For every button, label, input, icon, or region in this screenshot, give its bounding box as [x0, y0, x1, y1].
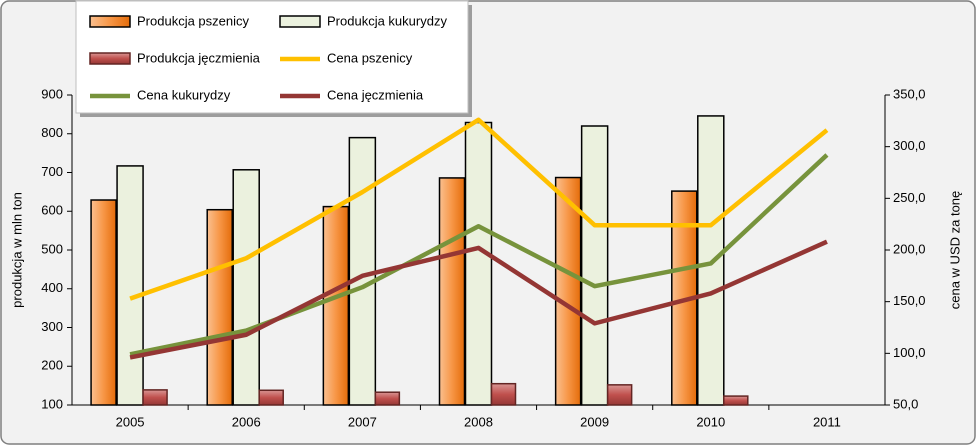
- bar: [206, 208, 233, 406]
- bar: [258, 389, 284, 406]
- bar: [322, 205, 350, 406]
- y2-tick-label: 300,0: [893, 138, 926, 153]
- y-tick-label: 400: [41, 280, 63, 295]
- y2-axis-label: cena w USD za tonę: [947, 191, 962, 310]
- legend: Produkcja pszenicy Produkcja kukurydzy Pro…: [75, 0, 472, 117]
- legend-swatch: [279, 15, 321, 28]
- y-tick-label: 900: [41, 86, 63, 101]
- y-tick-label: 800: [41, 125, 63, 140]
- y-tick-label: 600: [41, 203, 63, 218]
- x-tick-label: 2007: [348, 414, 377, 429]
- x-tick-label: 2011: [813, 414, 841, 429]
- y-axis-label: produkcja w mln ton: [9, 192, 24, 308]
- x-tick-label: 2006: [232, 414, 261, 429]
- y-tick-label: 500: [41, 241, 63, 256]
- legend-box: [75, 0, 469, 114]
- x-tick-label: 2005: [116, 414, 145, 429]
- y-tick-label: 100: [41, 396, 63, 411]
- line: [129, 239, 828, 360]
- y-tick-label: 300: [41, 319, 63, 334]
- bar: [580, 125, 609, 406]
- y2-tick-label: 100,0: [893, 345, 926, 360]
- bar: [90, 199, 117, 406]
- legend-label: Produkcja kukurydzy: [327, 13, 447, 28]
- bar: [723, 395, 749, 406]
- x-tick-label: 2008: [464, 414, 493, 429]
- y2-tick-label: 250,0: [893, 190, 926, 205]
- x-tick-label: 2009: [580, 414, 609, 429]
- line: [129, 153, 829, 357]
- bar: [464, 121, 493, 406]
- legend-label: Produkcja pszenicy: [137, 13, 249, 28]
- legend-label: Produkcja jęczmienia: [137, 50, 261, 65]
- bar: [348, 136, 377, 406]
- line: [129, 117, 829, 301]
- y2-tick-label: 150,0: [893, 293, 926, 308]
- y2-tick-label: 50,0: [893, 396, 918, 411]
- bar: [554, 176, 582, 406]
- bar: [438, 177, 466, 406]
- bar: [374, 391, 401, 406]
- bar: [142, 389, 168, 406]
- legend-label: Cena jęczmienia: [327, 87, 424, 102]
- bar: [606, 384, 633, 406]
- legend-label: Cena kukurydzy: [137, 87, 231, 102]
- y2-tick-label: 200,0: [893, 241, 926, 256]
- bar: [232, 169, 260, 406]
- y-tick-label: 200: [41, 358, 63, 373]
- legend-swatch: [89, 15, 131, 28]
- y-tick-label: 700: [41, 164, 63, 179]
- legend-swatch: [89, 52, 131, 65]
- legend-label: Cena pszenicy: [327, 50, 413, 65]
- bar: [116, 165, 144, 406]
- x-tick-label: 2010: [696, 414, 725, 429]
- bar: [490, 382, 517, 406]
- y2-tick-label: 350,0: [893, 86, 926, 101]
